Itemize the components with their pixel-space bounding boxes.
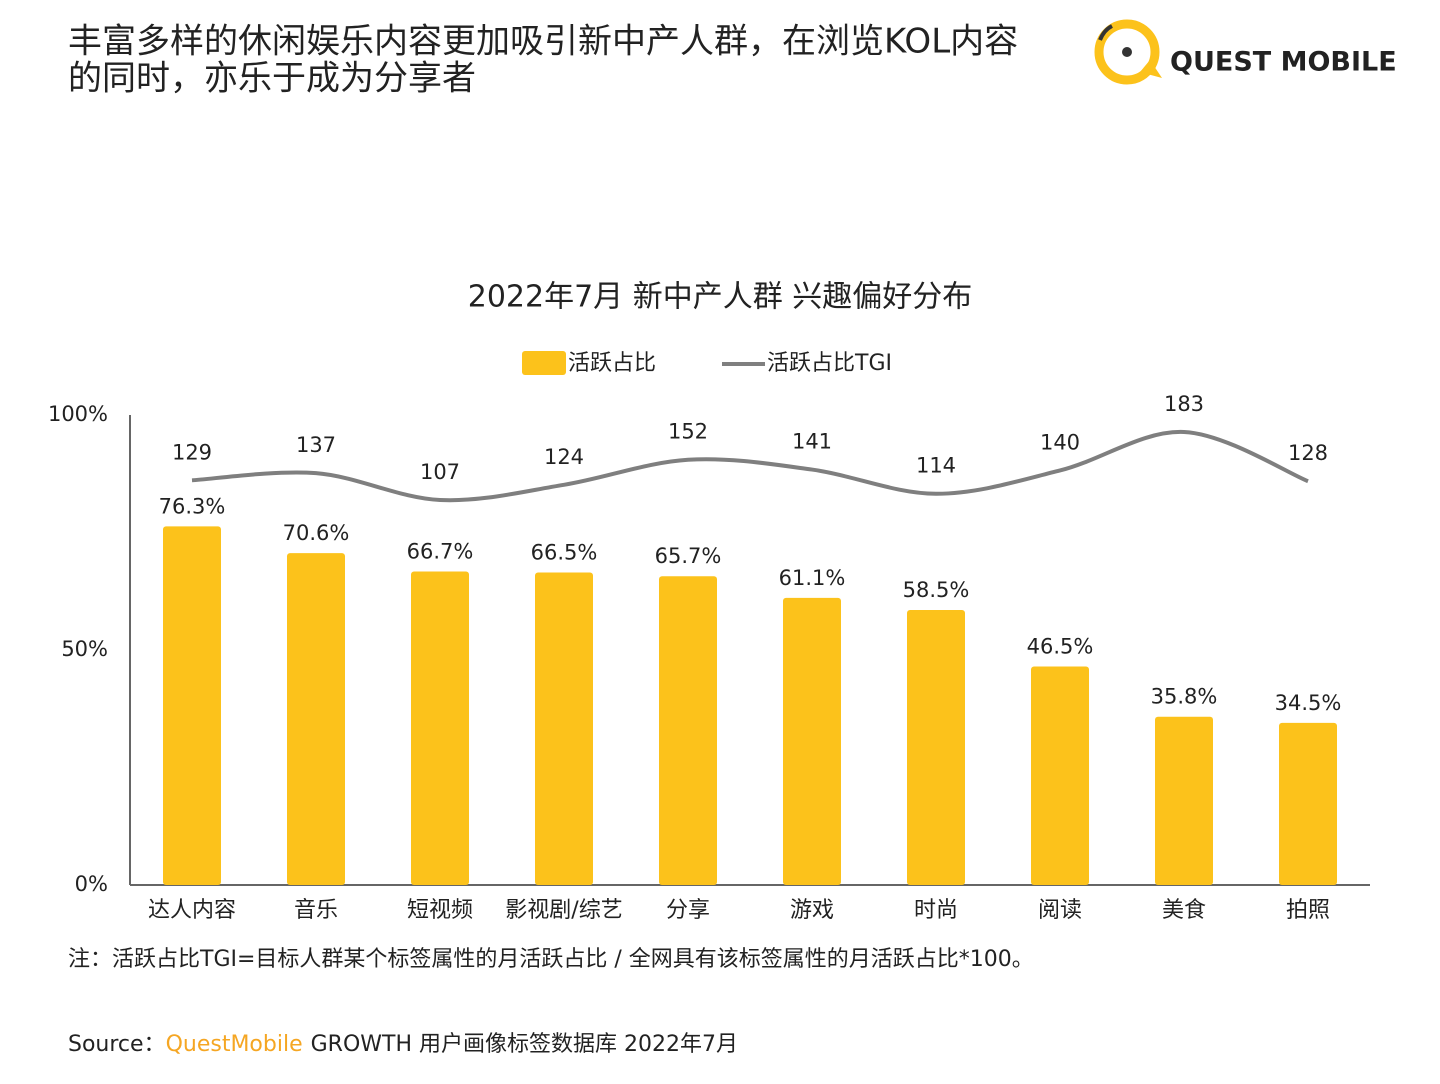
bar: [411, 571, 469, 885]
data-label: 128: [1288, 441, 1328, 465]
data-label: 66.5%: [531, 540, 598, 564]
x-tick-label: 时尚: [914, 898, 958, 923]
data-label: 137: [296, 433, 336, 457]
bar: [907, 610, 965, 885]
data-label: 61.1%: [779, 566, 846, 590]
bar: [659, 576, 717, 885]
data-label: 152: [668, 420, 708, 444]
bar: [163, 526, 221, 885]
data-label: 34.5%: [1275, 691, 1342, 715]
data-label: 183: [1164, 392, 1204, 416]
data-label: 58.5%: [903, 578, 970, 602]
y-tick-label: 0%: [75, 872, 108, 896]
bar: [1031, 666, 1089, 885]
bar: [535, 572, 593, 885]
data-label: 70.6%: [283, 521, 350, 545]
data-label: 129: [172, 440, 212, 464]
data-label: 46.5%: [1027, 634, 1094, 658]
x-tick-label: 游戏: [790, 898, 834, 923]
y-tick-label: 100%: [48, 402, 108, 426]
legend-label: 活跃占比TGI: [767, 351, 892, 376]
data-label: 114: [916, 454, 956, 478]
x-tick-label: 美食: [1162, 898, 1206, 923]
logo-icon: [1094, 19, 1162, 85]
data-label: 107: [420, 460, 460, 484]
legend-swatch: [522, 351, 566, 375]
x-tick-label: 影视剧/综艺: [505, 898, 622, 923]
bar: [1279, 722, 1337, 885]
data-label: 141: [792, 430, 832, 454]
data-label: 140: [1040, 430, 1080, 454]
source-prefix: Source：: [68, 1032, 166, 1057]
source-brand: QuestMobile: [166, 1032, 303, 1057]
x-tick-label: 拍照: [1286, 898, 1330, 923]
tgi-line: [191, 429, 1309, 503]
x-tick-label: 短视频: [407, 898, 473, 923]
data-label: 65.7%: [655, 544, 722, 568]
x-tick-label: 分享: [666, 898, 710, 923]
x-tick-label: 音乐: [294, 898, 338, 923]
chart-title: 2022年7月 新中产人群 兴趣偏好分布: [468, 280, 973, 315]
source-rest: GROWTH 用户画像标签数据库 2022年7月: [311, 1032, 738, 1057]
logo-text: QUEST MOBILE: [1170, 47, 1397, 78]
data-label: 35.8%: [1151, 685, 1218, 709]
headline: 丰富多样的休闲娱乐内容更加吸引新中产人群，在浏览KOL内容: [68, 22, 1018, 62]
legend-label: 活跃占比: [568, 351, 656, 376]
source: Source：QuestMobile GROWTH 用户画像标签数据库 2022年…: [68, 1032, 738, 1057]
data-label: 76.3%: [159, 494, 226, 518]
y-tick-label: 50%: [61, 637, 108, 661]
x-tick-label: 阅读: [1038, 898, 1082, 923]
bar: [287, 553, 345, 885]
bar: [783, 597, 841, 885]
x-tick-label: 达人内容: [148, 898, 236, 923]
note: 注：活跃占比TGI=目标人群某个标签属性的月活跃占比 / 全网具有该标签属性的月…: [68, 947, 1034, 972]
data-label: 124: [544, 445, 584, 469]
data-label: 66.7%: [407, 540, 474, 564]
headline: 的同时，亦乐于成为分享者: [68, 59, 476, 99]
bar: [1155, 716, 1213, 885]
